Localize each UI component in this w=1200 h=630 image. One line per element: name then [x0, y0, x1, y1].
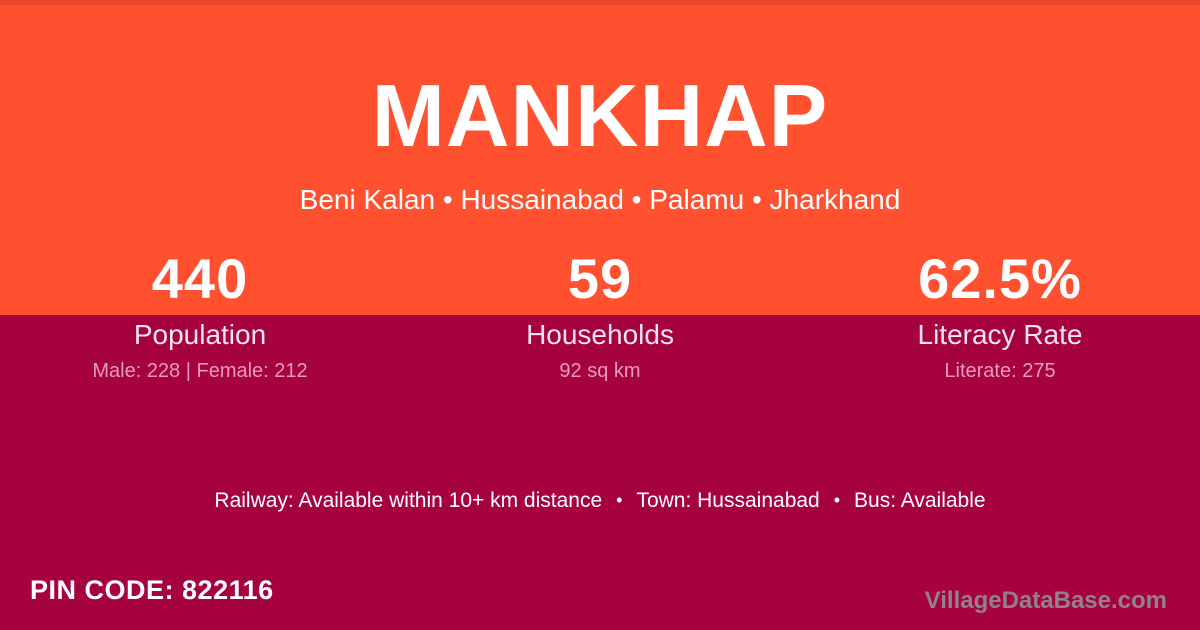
bullet-separator: • [616, 490, 623, 510]
literacy-value: 62.5% [918, 247, 1082, 310]
households-stat: Households 92 sq km [400, 315, 800, 383]
facilities-line: Railway: Available within 10+ km distanc… [0, 486, 1200, 515]
households-detail: 92 sq km [559, 360, 641, 382]
households-value: 59 [567, 247, 633, 310]
bottom-band [0, 315, 1200, 630]
pin-code: PIN CODE: 822116 [30, 575, 274, 605]
stats-values-row: 440 59 62.5% [0, 243, 1200, 315]
site-watermark: VillageDataBase.com [924, 587, 1167, 614]
location-breadcrumb: Beni Kalan • Hussainabad • Palamu • Jhar… [299, 184, 901, 215]
top-band [0, 0, 1200, 315]
population-stat: Population Male: 228 | Female: 212 [0, 315, 400, 383]
pin-code-label: PIN CODE: [30, 575, 175, 605]
town-info: Town: Hussainabad [636, 489, 820, 512]
population-value: 440 [151, 247, 249, 310]
village-title: MANKHAP [371, 66, 829, 165]
households-label: Households [526, 319, 674, 350]
literacy-stat: Literacy Rate Literate: 275 [800, 315, 1200, 383]
bus-info: Bus: Available [854, 489, 986, 512]
population-detail: Male: 228 | Female: 212 [92, 360, 308, 382]
stats-labels-row: Population Male: 228 | Female: 212 House… [0, 315, 1200, 383]
literacy-detail: Literate: 275 [944, 360, 1056, 382]
literacy-label: Literacy Rate [917, 319, 1083, 350]
top-accent-bar [0, 0, 1200, 5]
bullet-separator: • [833, 490, 841, 510]
railway-info: Railway: Available within 10+ km distanc… [214, 489, 603, 512]
population-label: Population [133, 319, 267, 350]
pin-code-value: 822116 [182, 575, 274, 605]
